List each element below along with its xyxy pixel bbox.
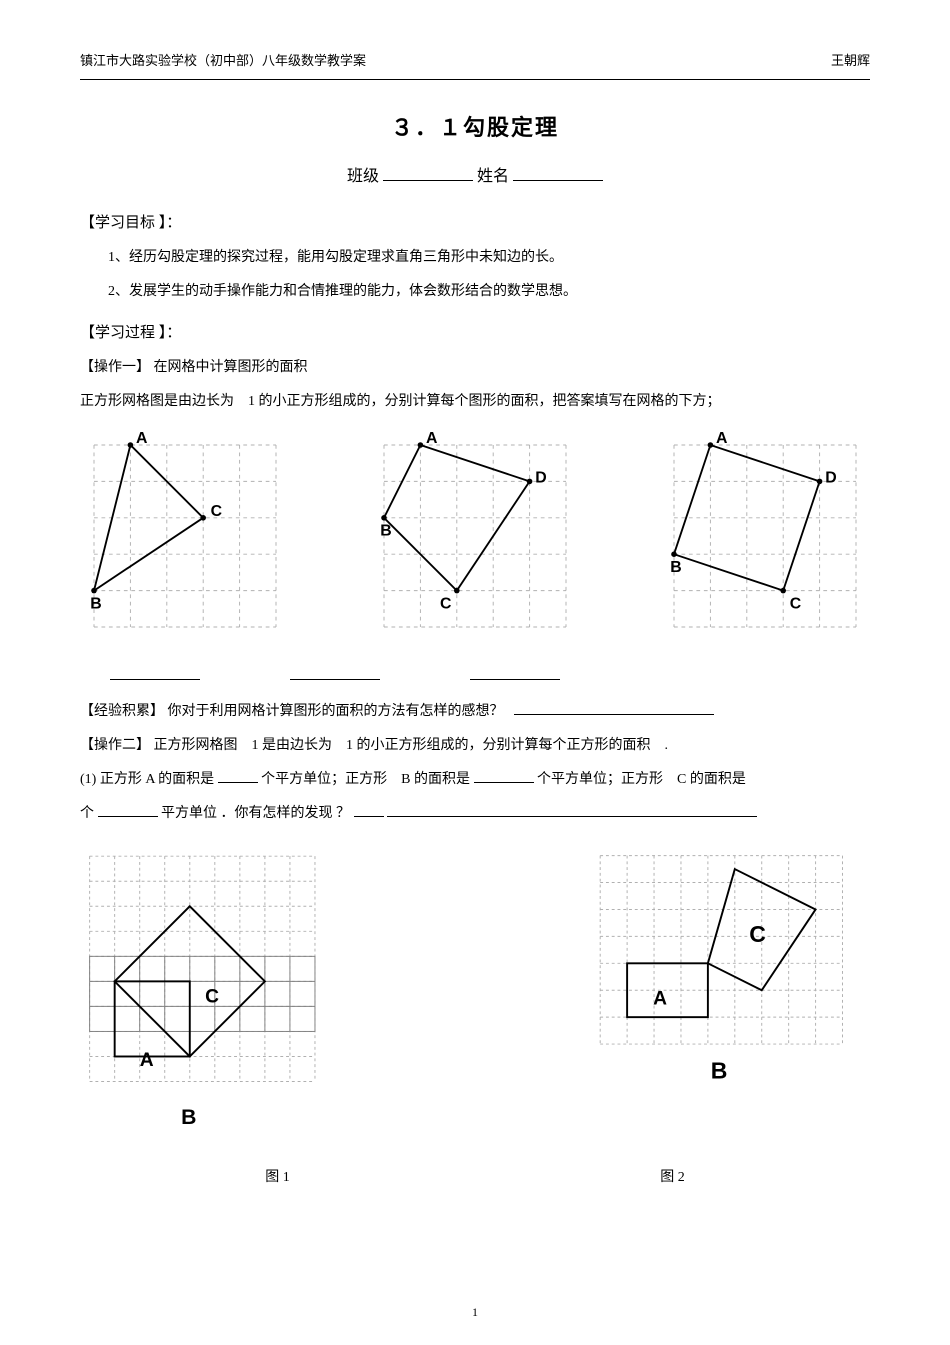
goal-2: 2、发展学生的动手操作能力和合情推理的能力，体会数形结合的数学思想。 [80,278,870,306]
q1-mid1: 个平方单位；正方形 B 的面积是 [261,772,470,787]
q1-blank-c[interactable] [98,803,158,817]
page-title: ３．１勾股定理 [80,110,870,142]
label-c: C [211,503,223,520]
author-name: 王朝辉 [831,50,870,69]
class-blank[interactable] [383,165,473,181]
label-b: B [90,595,101,612]
answer-blank-2[interactable] [290,664,380,680]
caption-1: 图 1 [80,1166,475,1186]
q1-blank-a[interactable] [218,769,258,783]
svg-text:A: A [140,1050,154,1071]
subtitle-row: 班级 姓名 [80,162,870,186]
svg-text:C: C [205,987,219,1008]
label-c: C [440,595,452,612]
label-a: A [136,431,148,447]
caption-2: 图 2 [475,1166,870,1186]
experience-row: 【经验积累】 你对于利用网格计算图形的面积的方法有怎样的感想？ [80,698,870,726]
svg-text:B: B [181,1106,196,1129]
name-blank[interactable] [513,165,603,181]
q1-mid2: 个平方单位；正方形 C 的面积是 [537,772,746,787]
header-rule [80,79,870,80]
label-a: A [426,431,438,447]
big-grid-2: A C B [590,846,870,1136]
q1-line2b: 平方单位 ．你有怎样的发现 ？ [161,806,350,821]
goal-1: 1、经历勾股定理的探究过程，能用勾股定理求直角三角形中未知边的长。 [80,244,870,272]
q1-pre: (1) 正方形 A 的面积是 [80,772,214,787]
q1-line2a: 个 [80,806,94,821]
label-b: B [380,523,391,540]
page-number: 1 [0,1305,950,1320]
small-grids-row: A B C A B C D [80,431,870,646]
svg-text:A: A [653,989,667,1010]
q1-blank-d[interactable] [354,803,384,817]
process-heading: 【学习过程 】： [80,321,870,342]
svg-text:B: B [711,1058,728,1084]
big-grids-row: A C B A C B [80,846,870,1136]
school-name: 镇江市大路实验学校（初中部）八年级数学教学案 [80,50,366,69]
label-b: B [670,559,681,576]
exp-blank[interactable] [514,701,714,715]
exp-heading: 【经验积累】 你对于利用网格计算图形的面积的方法有怎样的感想？ [80,704,504,719]
op2-q1-line2: 个 平方单位 ．你有怎样的发现 ？ [80,800,870,828]
answer-blank-1[interactable] [110,664,200,680]
op2-q1: (1) 正方形 A 的面积是 个平方单位；正方形 B 的面积是 个平方单位；正方… [80,766,870,794]
answer-blank-3[interactable] [470,664,560,680]
name-label: 姓名 [477,168,509,185]
label-a: A [716,431,728,447]
label-d: D [535,469,546,486]
op1-desc: 正方形网格图是由边长为 1 的小正方形组成的，分别计算每个图形的面积，把答案填写… [80,388,870,416]
label-c: C [790,595,802,612]
q1-blank-e[interactable] [387,803,757,817]
answer-blanks-row [80,664,870,680]
op2-heading: 【操作二】 正方形网格图 1 是由边长为 1 的小正方形组成的，分别计算每个正方… [80,732,870,760]
header: 镇江市大路实验学校（初中部）八年级数学教学案 王朝辉 [80,50,870,69]
grid-2: A B C D [370,431,580,646]
label-d: D [825,469,836,486]
grid-1: A B C [80,431,290,646]
class-label: 班级 [347,168,379,185]
svg-text:C: C [749,921,766,947]
q1-blank-b[interactable] [474,769,534,783]
grid-3: A B C D [660,431,870,646]
op1-heading: 【操作一】 在网格中计算图形的面积 [80,354,870,382]
caption-row: 图 1 图 2 [80,1166,870,1186]
goals-heading: 【学习目标 】： [80,211,870,232]
big-grid-1: A C B [80,846,340,1136]
